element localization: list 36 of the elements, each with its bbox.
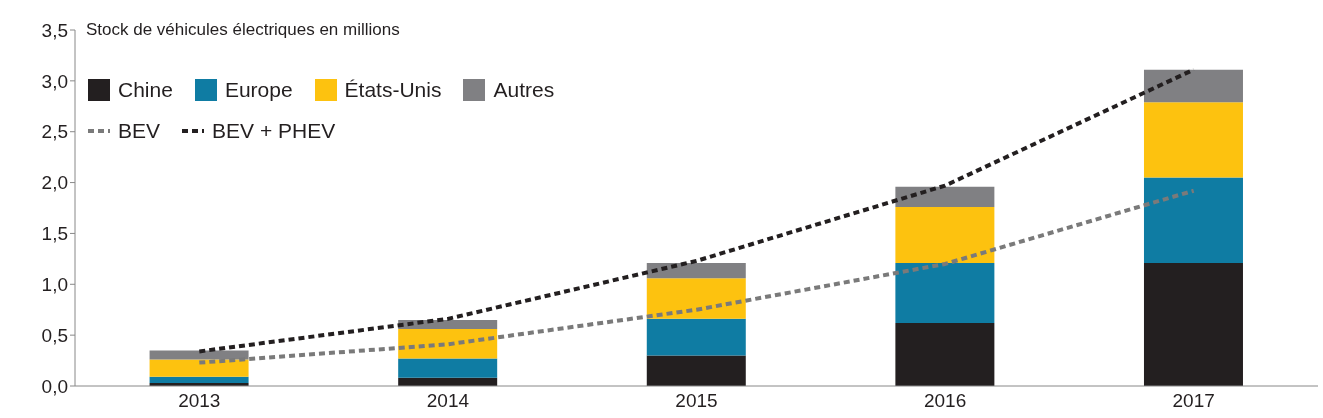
legend-label: BEV bbox=[118, 119, 161, 143]
bar bbox=[895, 322, 995, 386]
bar bbox=[1143, 69, 1243, 103]
legend-label: Chine bbox=[118, 78, 173, 102]
y-tick-label: 2,0 bbox=[41, 172, 68, 194]
bar bbox=[1143, 102, 1243, 178]
bar bbox=[398, 329, 498, 359]
bar bbox=[895, 262, 995, 323]
y-tick-label: 3,5 bbox=[41, 19, 68, 41]
legend-label: États-Unis bbox=[344, 78, 442, 102]
y-tick-label: 3,0 bbox=[41, 70, 68, 92]
legend-label: BEV + PHEV bbox=[212, 119, 336, 143]
y-tick-label: 0,0 bbox=[41, 375, 68, 397]
y-tick-label: 2,5 bbox=[41, 121, 68, 143]
y-tick-label: 0,5 bbox=[41, 324, 68, 346]
bar bbox=[895, 206, 995, 263]
x-tick-label: 2017 bbox=[1172, 390, 1215, 412]
bar bbox=[646, 355, 746, 386]
bar bbox=[1143, 177, 1243, 263]
bar bbox=[149, 376, 249, 383]
x-tick-label: 2015 bbox=[675, 390, 718, 412]
bar bbox=[149, 359, 249, 377]
bar bbox=[646, 318, 746, 356]
bar bbox=[646, 278, 746, 319]
x-tick-label: 2014 bbox=[426, 390, 470, 412]
bar bbox=[895, 186, 995, 207]
y-tick-label: 1,5 bbox=[41, 223, 68, 245]
y-axis-title: Stock de véhicules électriques en millions bbox=[86, 20, 400, 40]
legend-label: Autres bbox=[493, 78, 555, 102]
x-tick-label: 2013 bbox=[178, 390, 221, 412]
bar bbox=[646, 262, 746, 279]
legend-label: Europe bbox=[224, 78, 293, 102]
bar bbox=[1143, 262, 1243, 386]
bar bbox=[398, 358, 498, 378]
y-tick-label: 1,0 bbox=[41, 274, 68, 296]
x-tick-label: 2016 bbox=[923, 390, 967, 412]
